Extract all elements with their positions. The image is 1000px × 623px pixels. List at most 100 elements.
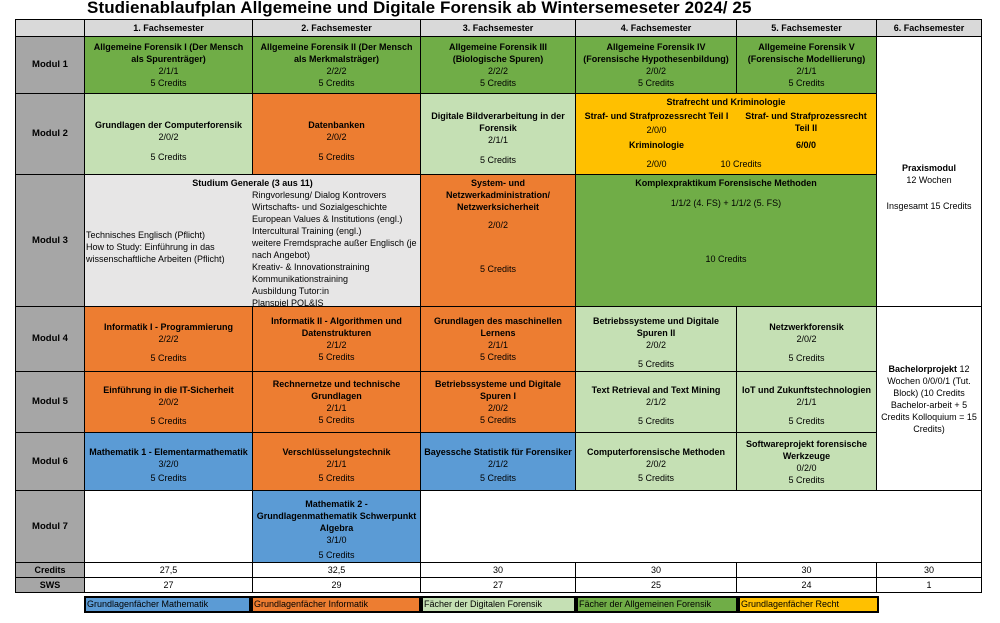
table-row: Modul 6 Mathematik 1 - Elementarmathemat…: [15, 432, 982, 491]
module-name: System- und Netzwerkadministration/ Netz…: [445, 178, 551, 212]
module-credits: 5 Credits: [788, 78, 825, 88]
module-cell: Informatik I - Programmierung 2/2/2 5 Cr…: [84, 306, 253, 372]
module-sws: 2/2/2: [326, 66, 347, 76]
module-cell: System- und Netzwerkadministration/ Netz…: [420, 174, 576, 307]
module-name: Betriebssysteme und Digitale Spuren II: [592, 316, 720, 338]
sws-row: SWS 27 29 27 25 24 1: [15, 577, 982, 593]
module-name: Studium Generale (3 aus 11): [192, 178, 313, 188]
module-credits: 10 Credits: [705, 254, 747, 264]
submodule-sws: 2/0/0: [646, 159, 667, 169]
module-name: Grundlagen der Computerforensik: [94, 119, 243, 130]
list-item: Technisches Englisch (Pflicht): [86, 230, 206, 240]
list-item: Ringvorlesung/ Dialog Kontrovers: [252, 190, 387, 200]
table-row: Modul 7 Mathematik 2 - Grundlagenmathema…: [15, 490, 982, 563]
studium-generale-cell: Studium Generale (3 aus 11) Technisches …: [84, 174, 421, 307]
module-credits: 5 Credits: [150, 353, 187, 363]
module-sws: 2/1/1: [796, 397, 817, 407]
list-item: Kreativ- & Innovationstraining: [252, 262, 370, 272]
table-row: Modul 4 Informatik I - Programmierung 2/…: [15, 306, 982, 491]
module-sws: 2/0/2: [487, 403, 509, 413]
module-credits: 5 Credits: [318, 415, 355, 425]
module-sws: 2/1/1: [796, 66, 817, 76]
module-cell: Mathematik 2 - Grundlagenmathematik Schw…: [252, 490, 421, 563]
list-item: European Values & Institutions (engl.): [252, 214, 403, 224]
legend-item-recht: Grundlagenfächer Recht: [738, 596, 879, 613]
module-credits: 5 Credits: [479, 78, 516, 88]
module-cell: Allgemeine Forensik II (Der Mensch als M…: [252, 36, 421, 94]
module-credits: 5 Credits: [637, 416, 674, 426]
header-semester-1: 1. Fachsemester: [84, 19, 253, 37]
module-sws: 2/0/2: [158, 131, 179, 142]
module-name: Softwareprojekt forensische Werkzeuge: [745, 438, 868, 461]
module-cell: Bayessche Statistik für Forensiker 2/1/2…: [420, 432, 576, 491]
submodule-name: Straf- und Strafprozessrecht Teil I: [584, 111, 729, 121]
module-cell: Informatik II - Algorithmen und Datenstr…: [252, 306, 421, 372]
list-item: Wirtschafts- und Sozialgeschichte: [252, 202, 388, 212]
list-item: weitere Fremdsprache außer Englisch (je …: [252, 238, 417, 260]
module-sws: 2/2/2: [158, 334, 179, 344]
study-plan-table: 1. Fachsemester 2. Fachsemester 3. Fachs…: [15, 19, 982, 593]
module-credits: 5 Credits: [479, 352, 516, 362]
module-name: Text Retrieval and Text Mining: [591, 385, 721, 395]
komplexpraktikum-cell: Komplexpraktikum Forensische Methoden 1/…: [575, 174, 877, 307]
module-cell: Grundlagen des maschinellen Lernens 2/1/…: [420, 306, 576, 372]
credits-value: 32,5: [252, 562, 421, 578]
bachelor-name: Bachelorprojekt: [888, 363, 957, 374]
module-sws: 2/1/1: [487, 340, 509, 350]
list-item: Kommunikationstraining: [252, 274, 349, 284]
sg-right-list: Ringvorlesung/ Dialog Kontrovers Wirtsch…: [252, 189, 419, 306]
module-cell: Allgemeine Forensik V (Forensische Model…: [736, 36, 877, 94]
module-credits: 5 Credits: [318, 151, 355, 162]
submodule-sws: 2/0/0: [646, 125, 667, 135]
row-label: Modul 4: [15, 306, 85, 372]
module-credits: 5 Credits: [479, 264, 516, 274]
praxis-module-cell: Praxismodul 12 Wochen Insgesamt 15 Credi…: [876, 36, 982, 307]
empty-cell: [420, 490, 982, 563]
module-credits: 5 Credits: [637, 359, 674, 369]
module-cell: Rechnernetze und technische Grundlagen 2…: [252, 371, 421, 433]
credits-value: 30: [736, 562, 877, 578]
legend-item-allgemeine-forensik: Fächer der Allgemeinen Forensik: [576, 596, 738, 613]
sws-value: 29: [252, 577, 421, 593]
submodule-name: Straf- und Strafprozessrecht Teil II: [745, 111, 867, 133]
legend-item-digitale-forensik: Fächer der Digitalen Forensik: [421, 596, 576, 613]
module-name: Mathematik 1 - Elementarmathematik: [89, 447, 248, 457]
sws-value: 27: [84, 577, 253, 593]
module-cell: Digitale Bildverarbeitung in der Forensi…: [420, 93, 576, 175]
list-item: How to Study: Einführung in das wissensc…: [86, 242, 225, 264]
credits-value: 30: [876, 562, 982, 578]
table-row: Modul 1 Allgemeine Forensik I (Der Mensc…: [15, 36, 982, 307]
list-item: Intercultural Training (engl.): [252, 226, 362, 236]
module-name: Komplexpraktikum Forensische Methoden: [635, 178, 817, 188]
legend-item-mathematik: Grundlagenfächer Mathematik: [84, 596, 251, 613]
module-name: Allgemeine Forensik II (Der Mensch als M…: [260, 42, 413, 64]
table-row: Modul 3 Studium Generale (3 aus 11) Tech…: [15, 174, 982, 307]
module-name: Datenbanken: [308, 119, 365, 130]
row-label: Credits: [15, 562, 85, 578]
module-credits: 5 Credits: [150, 473, 187, 483]
module-credits: 5 Credits: [318, 473, 355, 483]
module-cell: Grundlagen der Computerforensik 2/0/2 5 …: [84, 93, 253, 175]
module-name: Informatik I - Programmierung: [103, 322, 234, 332]
row-label: Modul 2: [15, 93, 85, 175]
table-row: Modul 2 Grundlagen der Computerforensik …: [15, 93, 982, 175]
module-name: Einführung in die IT-Sicherheit: [103, 385, 234, 395]
module-name: IoT und Zukunftstechnologien: [742, 385, 871, 395]
module-sws: 2/0/2: [796, 334, 817, 344]
header-semester-5: 5. Fachsemester: [736, 19, 877, 37]
row-label: Modul 5: [15, 371, 85, 433]
header-semester-6: 6. Fachsemester: [876, 19, 982, 37]
module-credits: 10 Credits: [720, 159, 762, 169]
credits-row: Credits 27,5 32,5 30 30 30 30: [15, 562, 982, 578]
sws-value: 24: [736, 577, 877, 593]
table-row: Modul 5 Einführung in die IT-Sicherheit …: [15, 371, 982, 433]
module-sws: 2/1/2: [326, 340, 347, 350]
row-label: Modul 7: [15, 490, 85, 563]
module-sws: 2/2/2: [487, 66, 509, 76]
module-sws: 2/1/2: [487, 459, 509, 469]
module-cell: Allgemeine Forensik I (Der Mensch als Sp…: [84, 36, 253, 94]
module-credits: 5 Credits: [318, 352, 355, 362]
praxis-weeks: 12 Wochen: [906, 174, 952, 185]
module-cell: Text Retrieval and Text Mining 2/1/2 5 C…: [575, 371, 737, 433]
bachelorprojekt-cell: Bachelorprojekt 12 Wochen 0/0/0/1 (Tut. …: [876, 306, 982, 491]
